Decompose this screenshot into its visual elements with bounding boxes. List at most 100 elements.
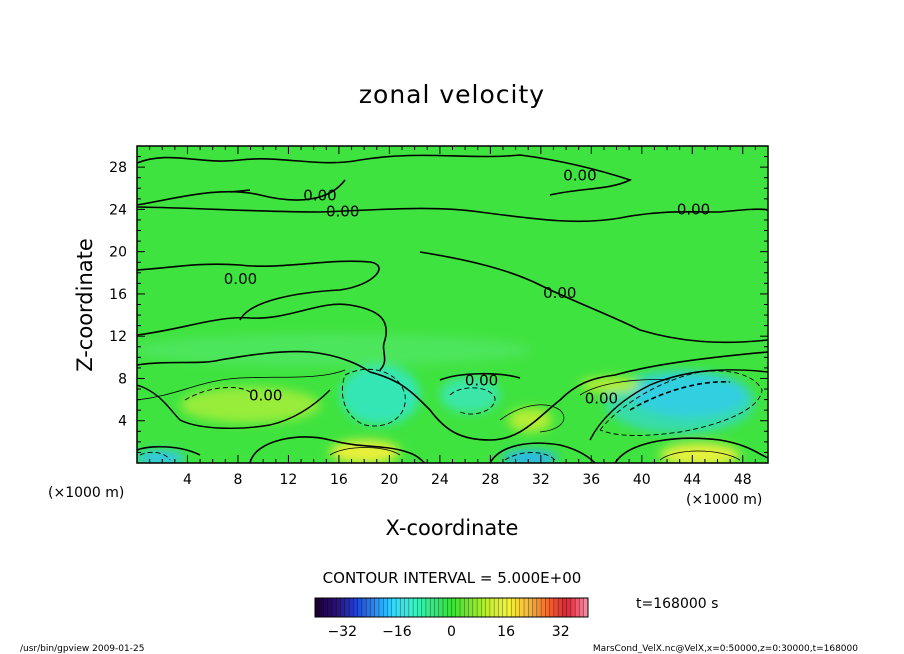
colorbar-cell <box>327 598 333 617</box>
colorbar-cell <box>477 598 482 617</box>
colorbar-cell <box>553 598 559 617</box>
colorbar-cell <box>541 598 546 617</box>
blob-cyan-right <box>605 370 755 434</box>
colorbar-tick-label: −16 <box>382 624 412 640</box>
colorbar-cell <box>357 598 363 617</box>
contour-thin-5 <box>579 379 671 396</box>
x-tick-label: 8 <box>233 472 242 488</box>
colorbar-cell <box>485 598 491 617</box>
contour-field: 0.000.000.000.000.000.000.000.00 0.00 <box>137 146 768 463</box>
x-unit-label-right: (×1000 m) <box>686 492 762 508</box>
contour-upper-zero <box>137 179 768 223</box>
x-tick-label: 20 <box>380 472 398 488</box>
colorbar-cell <box>404 598 410 617</box>
colorbar-cell <box>515 598 521 617</box>
colorbar-cell <box>451 598 457 617</box>
x-tick-label: 12 <box>280 472 298 488</box>
colorbar-tick-label: 0 <box>447 624 456 640</box>
blob-light-band <box>137 334 530 366</box>
contour-label: 0.00 <box>585 390 618 408</box>
colorbar-cell <box>336 598 341 617</box>
blob-cyan-center <box>340 365 420 425</box>
colorbar-cell <box>391 598 397 617</box>
colorbar-cell <box>549 598 555 617</box>
contour-interval-label: CONTOUR INTERVAL = 5.000E+00 <box>323 569 582 587</box>
footer-program: /usr/bin/gpview 2009-01-25 <box>20 644 144 654</box>
contour-center-loop-2 <box>439 372 521 381</box>
colorbar-cell <box>425 598 431 617</box>
x-tick-label: 40 <box>633 472 651 488</box>
colorbar-ticks: −32 −16 0 16 32 <box>328 624 570 640</box>
colorbar-cell <box>506 598 512 617</box>
colorbar-cell <box>502 598 508 617</box>
x-tick-label: 4 <box>183 472 192 488</box>
colorbar-tick-label: 32 <box>552 624 570 640</box>
dash-center <box>341 368 406 427</box>
colorbar-cell <box>460 598 465 617</box>
blob-yellow-bottom-2 <box>660 443 740 463</box>
contour-labels: 0.000.000.000.000.000.000.000.00 0.00 <box>224 167 710 408</box>
colorbar-cell <box>387 598 393 617</box>
y-tick-label: 12 <box>109 329 127 345</box>
colorbar-cell <box>519 598 525 617</box>
contour-lines <box>137 154 768 463</box>
contour-label: 0.00 <box>677 200 710 218</box>
colorbar-cell <box>528 598 533 617</box>
colorbar-frame <box>314 597 589 618</box>
colorbar-cell <box>319 598 324 617</box>
contour-thin-3 <box>329 447 401 456</box>
colorbar-cell <box>511 598 516 617</box>
x-tick-label: 28 <box>481 472 499 488</box>
colorbar-cell <box>455 598 461 617</box>
contour-label: 0.00 <box>465 372 498 390</box>
colorbar-cell <box>583 598 589 617</box>
chart-title: zonal velocity <box>359 80 545 109</box>
colorbar-cell <box>562 598 568 617</box>
contour-bottom-center <box>489 442 596 463</box>
colorbar-cell <box>494 598 499 617</box>
colorbar-cell <box>579 598 585 617</box>
colorbar-tick-label: −32 <box>328 624 358 640</box>
contour-label: 0.00 <box>563 167 596 185</box>
y-tick-label: 16 <box>109 287 127 303</box>
colorbar-cell <box>566 598 572 617</box>
contour-label: 0.00 <box>224 270 257 288</box>
y-axis: 4 8 12 16 20 24 28 <box>109 156 768 453</box>
contour-label: 0.00 <box>303 187 336 205</box>
blob-blue-bottom-2 <box>137 450 185 463</box>
contour-bottom-left <box>137 436 426 463</box>
colorbar-cell <box>344 598 350 617</box>
x-tick-label: 16 <box>330 472 348 488</box>
colorbar-cell <box>383 598 388 617</box>
colorbar-cell <box>498 598 504 617</box>
dash-small <box>449 387 496 415</box>
colorbar-cell <box>353 598 359 617</box>
colorbar-cell <box>361 598 367 617</box>
colorbar-cell <box>378 598 384 617</box>
colorbar-cell <box>370 598 376 617</box>
blob-yellow-bottom-1 <box>330 440 400 463</box>
colorbar-cell <box>396 598 401 617</box>
contour-bottom-right <box>614 437 768 463</box>
x-tick-label: 32 <box>532 472 550 488</box>
colorbar-cell <box>413 598 418 617</box>
colorbar-cell <box>442 598 448 617</box>
colorbar-cell <box>430 598 435 617</box>
x-tick-label: 36 <box>582 472 600 488</box>
x-tick-label: 24 <box>431 472 449 488</box>
colorbar-cell <box>421 598 427 617</box>
y-tick-label: 24 <box>109 202 127 218</box>
colorbar-cell <box>489 598 495 617</box>
colorbar-cell <box>472 598 478 617</box>
colorbar-cell <box>532 598 538 617</box>
contour-mid-right-zero <box>419 251 768 344</box>
colorbar-cell <box>570 598 576 617</box>
dash-left <box>184 387 251 401</box>
contour-label: 0.00 <box>249 386 282 404</box>
y-axis-title: Z-coordinate <box>73 238 97 372</box>
colorbar-cell <box>524 598 529 617</box>
negative-contours <box>139 368 763 461</box>
x-axis-title: X-coordinate <box>386 516 519 540</box>
contour-right-outer <box>589 369 768 441</box>
colorbar-cell <box>340 598 346 617</box>
